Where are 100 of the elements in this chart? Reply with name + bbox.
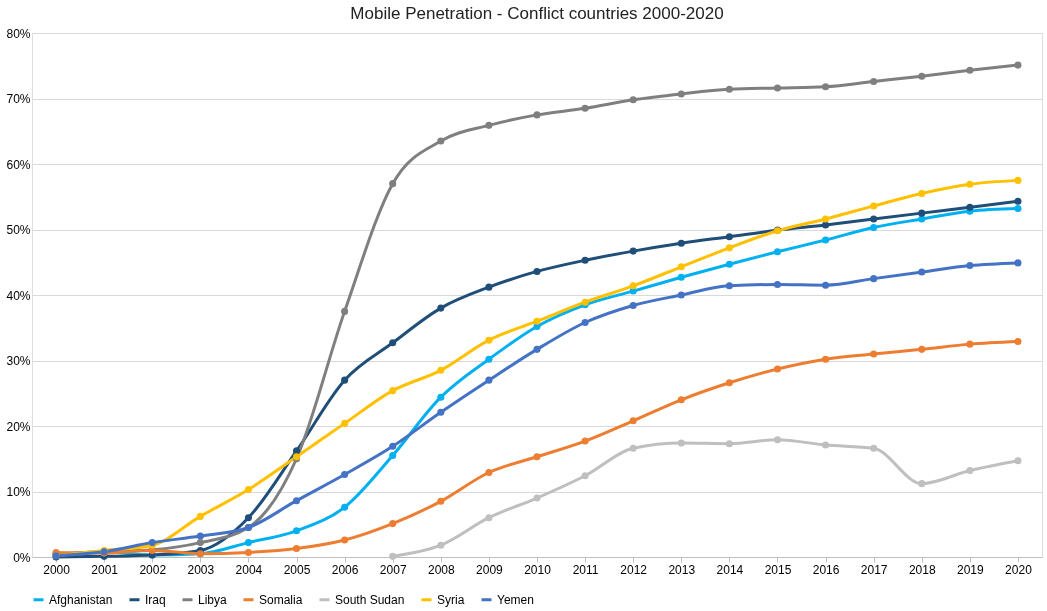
point — [389, 552, 397, 560]
point — [437, 497, 445, 505]
point — [389, 442, 397, 450]
point — [773, 280, 782, 289]
point — [725, 233, 733, 241]
x-tick-label: 2002 — [139, 562, 167, 577]
point — [581, 318, 589, 327]
point — [822, 215, 830, 223]
point — [966, 66, 974, 74]
point — [870, 224, 878, 232]
point — [677, 273, 685, 281]
point — [341, 419, 349, 427]
x-tick-label: 2009 — [476, 562, 504, 577]
point — [870, 444, 878, 452]
point — [677, 396, 685, 404]
x-tick-label: 2020 — [1005, 562, 1033, 577]
y-tick-label: 0% — [13, 550, 31, 565]
point — [822, 221, 830, 229]
y-tick-label: 80% — [6, 26, 31, 41]
point — [581, 437, 589, 445]
point — [677, 90, 685, 98]
point — [918, 72, 926, 80]
point — [292, 527, 301, 535]
point — [870, 77, 878, 85]
point — [196, 532, 204, 540]
point — [918, 215, 926, 223]
x-tick-label: 2000 — [43, 562, 71, 577]
x-tick-label: 2016 — [812, 562, 840, 577]
point — [244, 514, 252, 522]
point — [292, 544, 301, 553]
point — [918, 209, 926, 217]
legend-label: Iraq — [145, 592, 166, 607]
point — [437, 366, 445, 374]
point — [581, 256, 589, 264]
point — [1014, 61, 1022, 69]
point — [533, 494, 541, 502]
point — [341, 470, 349, 478]
point — [822, 441, 830, 449]
point — [822, 355, 830, 363]
point — [533, 267, 541, 275]
point — [533, 345, 541, 353]
point — [773, 248, 782, 256]
point — [244, 486, 252, 494]
point — [244, 539, 252, 547]
x-tick-label: 2017 — [860, 562, 888, 577]
point — [341, 536, 349, 544]
y-tick-label: 50% — [6, 223, 31, 237]
point — [244, 548, 252, 556]
point — [1014, 205, 1022, 213]
x-tick-label: 2012 — [620, 562, 648, 577]
point — [485, 514, 493, 522]
point — [437, 393, 445, 401]
point — [485, 121, 493, 129]
point — [725, 244, 733, 252]
legend-label: Libya — [198, 592, 228, 607]
point — [389, 451, 397, 459]
point — [437, 304, 445, 312]
point — [533, 317, 541, 325]
point — [918, 480, 926, 488]
x-tick-label: 2003 — [187, 562, 215, 577]
x-tick-label: 2014 — [716, 562, 744, 577]
point — [677, 239, 685, 247]
point — [822, 83, 830, 91]
point — [966, 340, 974, 348]
point — [341, 376, 349, 384]
x-tick-label: 2018 — [908, 562, 936, 577]
point — [1014, 337, 1022, 346]
point — [389, 520, 397, 528]
point — [725, 379, 733, 387]
point — [870, 350, 878, 358]
point — [773, 365, 782, 373]
legend-label: Somalia — [259, 592, 303, 607]
x-tick-label: 2008 — [427, 562, 455, 577]
point — [966, 180, 974, 188]
point — [918, 189, 926, 197]
point — [870, 275, 878, 283]
x-tick-label: 2007 — [379, 562, 407, 577]
point — [725, 85, 733, 93]
legend-label: South Sudan — [335, 592, 405, 607]
point — [725, 440, 733, 448]
point — [485, 355, 493, 363]
point — [533, 453, 541, 461]
point — [773, 436, 782, 444]
point — [581, 472, 589, 480]
x-tick-label: 2013 — [668, 562, 696, 577]
y-tick-label: 30% — [6, 354, 31, 368]
x-tick-label: 2006 — [331, 562, 359, 577]
point — [341, 307, 349, 315]
y-tick-label: 40% — [6, 288, 31, 303]
point — [725, 260, 733, 268]
point — [1014, 259, 1022, 267]
point — [629, 301, 637, 310]
x-tick-label: 2005 — [283, 562, 311, 577]
x-tick-label: 2010 — [524, 562, 552, 577]
legend-label: Yemen — [497, 592, 534, 607]
y-tick-label: 60% — [6, 157, 31, 172]
x-tick-label: 2001 — [91, 562, 119, 577]
point — [773, 84, 782, 92]
y-tick-label: 70% — [6, 92, 31, 106]
point — [437, 541, 445, 549]
